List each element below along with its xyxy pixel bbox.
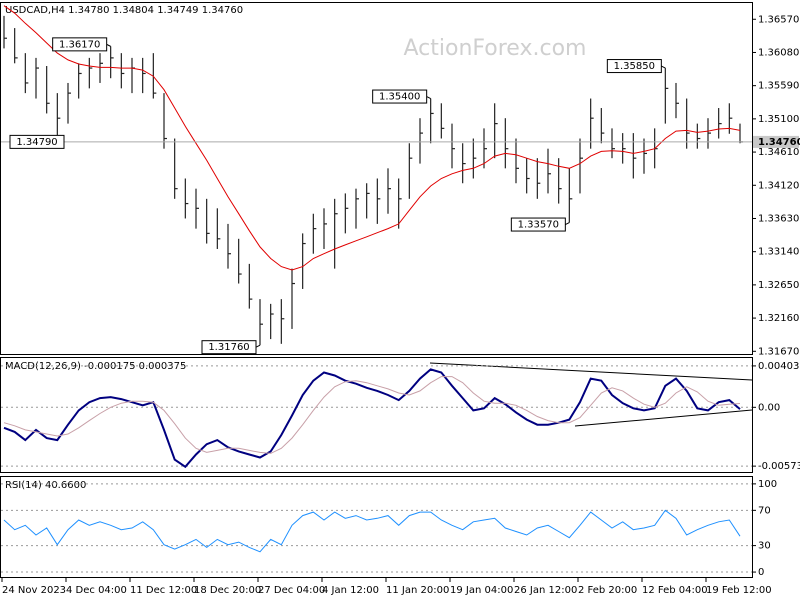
y-tick-label: 1.32650 <box>758 280 799 291</box>
y-tick-label: 1.33630 <box>758 213 799 224</box>
indicator-line <box>3 509 741 553</box>
annotation-box <box>606 59 662 74</box>
y-tick-label: 0 <box>758 567 764 578</box>
moving-average <box>3 5 741 271</box>
macd-title: MACD(12,26,9) -0.000175 0.000375 <box>5 361 186 372</box>
annotation-box <box>372 89 428 104</box>
y-tick-label: 1.36080 <box>758 47 799 58</box>
x-tick-label: 24 Nov 2023 <box>2 585 66 596</box>
y-tick-label: -0.005737 <box>758 461 800 472</box>
last-price-label: 1.34760 <box>758 137 800 148</box>
rsi-panel <box>0 476 753 578</box>
trendline <box>429 362 753 381</box>
annotation-box <box>510 217 566 232</box>
y-tick-label: 1.34120 <box>758 180 799 191</box>
watermark: ActionForex.com <box>404 36 587 61</box>
macd-panel <box>0 357 753 473</box>
y-tick-label: 1.33140 <box>758 247 799 258</box>
annotation-box <box>201 340 257 355</box>
indicator-line <box>3 376 741 454</box>
price-title: USDCAD,H4 1.34780 1.34804 1.34749 1.3476… <box>5 5 243 16</box>
price-panel <box>0 2 753 355</box>
annotation-connector <box>255 344 261 348</box>
y-tick-label: 30 <box>758 541 771 552</box>
rsi-title: RSI(14) 40.6600 <box>5 480 86 491</box>
annotation-box <box>9 134 65 149</box>
y-tick-label: 70 <box>758 505 771 516</box>
x-tick-label: 26 Jan 12:00 <box>514 585 577 596</box>
annotation-connector <box>426 96 431 99</box>
y-tick-label: 1.32160 <box>758 313 799 324</box>
y-tick-label: 0.004038 <box>758 361 800 372</box>
y-tick-label: 1.35100 <box>758 114 799 125</box>
annotation-connector <box>106 43 111 47</box>
last-price-box <box>753 135 799 148</box>
y-tick-label: 1.34610 <box>758 147 799 158</box>
indicator-line <box>3 368 741 469</box>
annotation-label: 1.33570 <box>518 220 559 231</box>
x-tick-label: 11 Jan 20:00 <box>386 585 449 596</box>
x-tick-label: 27 Dec 04:00 <box>258 585 325 596</box>
annotation-connector <box>565 222 570 225</box>
y-tick-label: 100 <box>758 479 777 490</box>
annotation-label: 1.34790 <box>16 137 57 148</box>
x-tick-label: 4 Dec 04:00 <box>66 585 127 596</box>
annotation-box <box>52 37 108 52</box>
x-tick-label: 4 Jan 12:00 <box>322 585 379 596</box>
x-tick-label: 11 Dec 12:00 <box>130 585 197 596</box>
annotation-label: 1.35850 <box>614 61 655 72</box>
y-tick-label: 1.35590 <box>758 81 799 92</box>
x-tick-label: 12 Feb 04:00 <box>642 585 708 596</box>
annotation-label: 1.35400 <box>379 92 420 103</box>
annotation-label: 1.31760 <box>208 342 249 353</box>
trendline <box>574 409 753 427</box>
y-tick-label: 1.36570 <box>758 14 799 25</box>
annotation-label: 1.36170 <box>59 39 100 50</box>
x-tick-label: 2 Feb 20:00 <box>578 585 637 596</box>
annotation-connector <box>661 65 666 69</box>
x-tick-label: 18 Dec 20:00 <box>194 585 261 596</box>
y-tick-label: 1.31670 <box>758 346 799 357</box>
y-tick-label: 0.00 <box>758 402 780 413</box>
x-tick-label: 19 Feb 12:00 <box>706 585 772 596</box>
x-tick-label: 19 Jan 04:00 <box>450 585 513 596</box>
